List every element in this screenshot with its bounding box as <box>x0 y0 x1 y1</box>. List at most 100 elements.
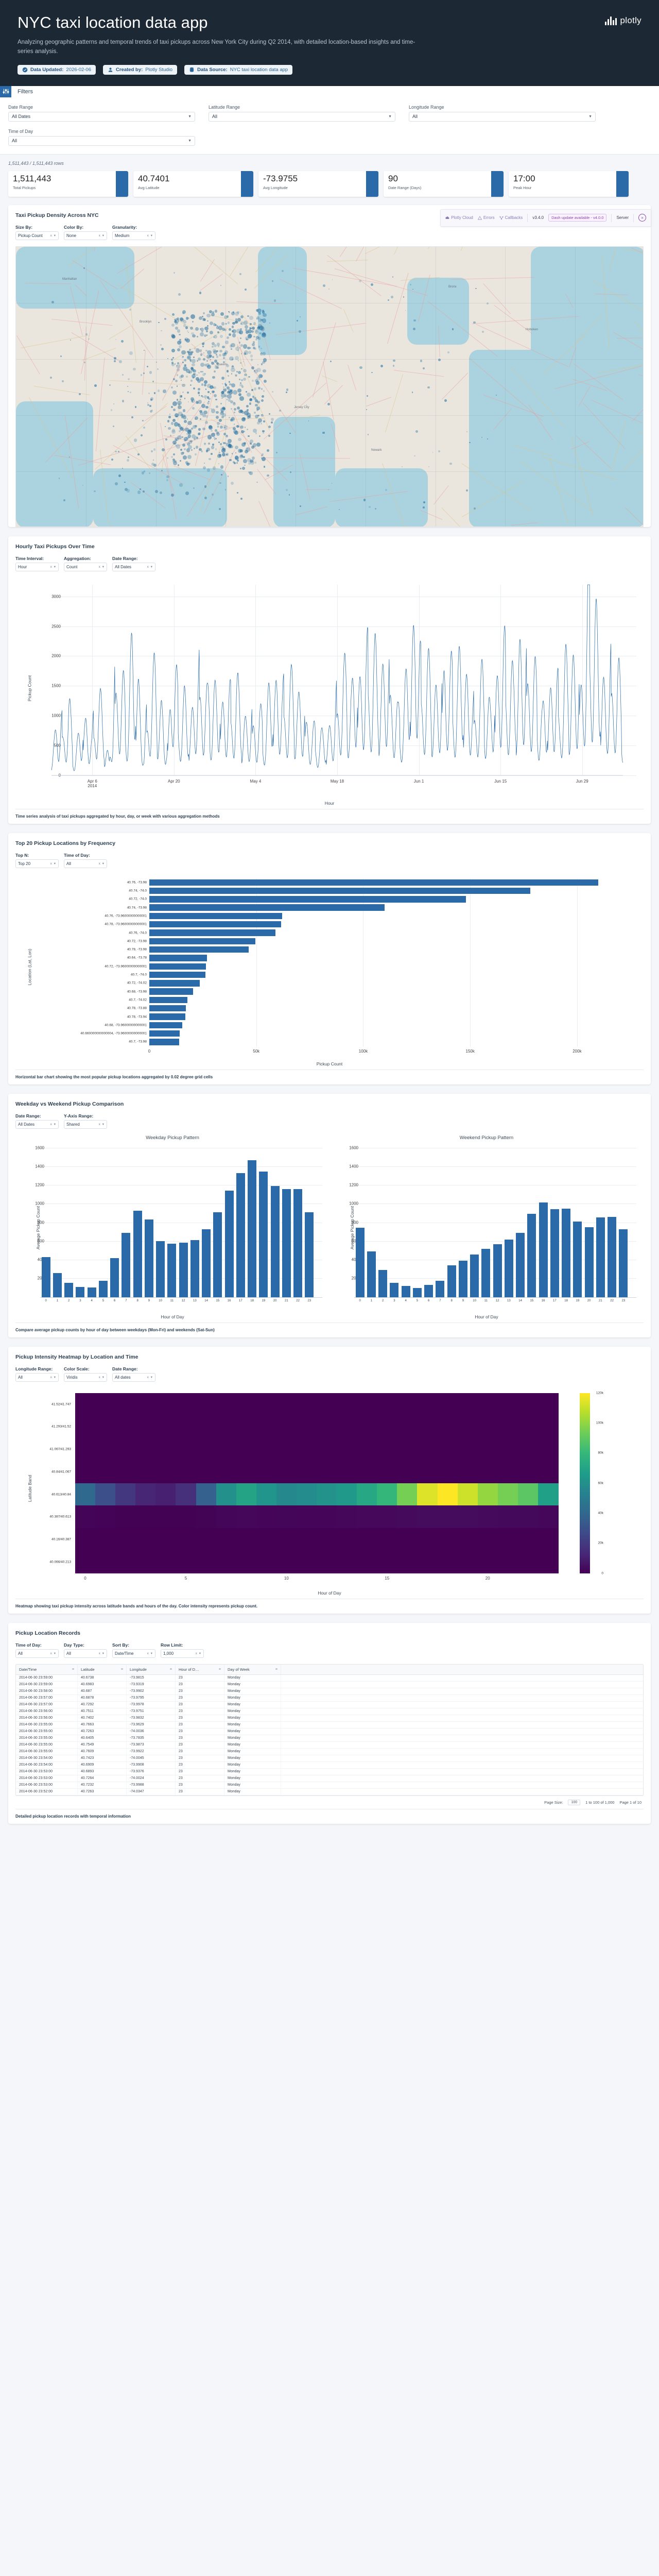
table-row[interactable]: 2014-06-30 23:56:00 40.7511 -73.9751 23 Mond… <box>16 1708 643 1715</box>
time-of-day-dropdown[interactable]: All x ▾ <box>64 859 107 868</box>
map-pickup-point[interactable] <box>186 463 190 466</box>
heatmap-cell[interactable] <box>377 1550 397 1574</box>
map-pickup-point[interactable] <box>188 445 192 449</box>
map-pickup-point[interactable] <box>330 360 332 363</box>
map-pickup-point[interactable] <box>427 386 430 389</box>
x-tick-label[interactable]: 12 <box>495 1299 499 1302</box>
map-pickup-point[interactable] <box>133 438 137 442</box>
column-header-label[interactable]: Hour of D… <box>179 1667 199 1672</box>
column-header-label[interactable]: Longitude <box>130 1667 147 1672</box>
map-pickup-point[interactable] <box>179 483 183 487</box>
x-tick-label[interactable]: 8 <box>450 1299 453 1302</box>
table-cell[interactable]: -73.9908 <box>127 1761 176 1768</box>
map-pickup-point[interactable] <box>249 323 252 326</box>
clear-and-chevron-icon[interactable]: x ▾ <box>98 1376 105 1380</box>
map-pickup-point[interactable] <box>148 393 150 394</box>
heatmap-cell[interactable] <box>75 1393 96 1416</box>
y-tick-label[interactable]: 2000 <box>51 653 61 658</box>
y-tick-label[interactable]: 1400 <box>349 1164 358 1169</box>
map-pickup-point[interactable] <box>172 401 177 406</box>
heatmap-cell[interactable] <box>135 1550 156 1574</box>
y-tick-label[interactable]: 1200 <box>349 1182 358 1188</box>
map-pickup-point[interactable] <box>238 330 243 334</box>
map-pickup-point[interactable] <box>198 316 203 320</box>
map-pickup-point[interactable] <box>223 407 226 410</box>
map-water-0[interactable] <box>16 246 134 309</box>
map-pickup-point[interactable] <box>289 432 291 434</box>
grid-line[interactable] <box>354 1241 636 1242</box>
heatmap-cell[interactable] <box>176 1393 197 1416</box>
map-pickup-point[interactable] <box>246 391 248 393</box>
map-pickup-point[interactable] <box>213 437 216 439</box>
map-pickup-point[interactable] <box>371 371 373 374</box>
map-pickup-point[interactable] <box>205 405 209 409</box>
map-pickup-point[interactable] <box>186 418 188 420</box>
heatmap-cell[interactable] <box>176 1550 197 1574</box>
bar-segment[interactable] <box>149 988 194 995</box>
map-pickup-point[interactable] <box>140 434 143 436</box>
bar-segment[interactable] <box>149 912 282 920</box>
heatmap-cell[interactable] <box>357 1393 377 1416</box>
map-pickup-point[interactable] <box>192 363 195 367</box>
map-pickup-point[interactable] <box>235 375 237 377</box>
map-pickup-point[interactable] <box>438 450 441 453</box>
x-tick-label[interactable]: 6 <box>427 1299 430 1302</box>
map-pickup-point[interactable] <box>190 397 194 401</box>
map-pickup-point[interactable] <box>366 409 368 411</box>
map-pickup-point[interactable] <box>194 447 196 449</box>
map-pickup-point[interactable] <box>209 457 211 461</box>
map-pickup-point[interactable] <box>432 452 433 453</box>
x-tick-label[interactable]: 3 <box>79 1299 81 1302</box>
table-cell[interactable]: Monday <box>224 1721 281 1728</box>
map-pickup-point[interactable] <box>109 384 111 386</box>
x-tick-label[interactable]: 9 <box>462 1299 464 1302</box>
map-pickup-point[interactable] <box>242 361 244 362</box>
map-pickup-point[interactable] <box>244 289 247 291</box>
map-pickup-point[interactable] <box>216 405 219 408</box>
map-pickup-point[interactable] <box>182 310 186 314</box>
map-pickup-point[interactable] <box>182 436 184 438</box>
map-pickup-point[interactable] <box>224 350 228 354</box>
x-tick-label[interactable]: 22 <box>296 1299 300 1302</box>
map-pickup-point[interactable] <box>244 426 246 428</box>
map-pickup-point[interactable] <box>244 373 247 376</box>
map-pickup-point[interactable] <box>239 382 241 384</box>
bar-segment[interactable] <box>236 1173 245 1297</box>
heatmap-cell[interactable] <box>296 1528 317 1551</box>
map-pickup-point[interactable] <box>239 449 243 453</box>
map-pickup-point[interactable] <box>208 397 211 400</box>
heatmap-cell[interactable] <box>357 1528 377 1551</box>
bar-category-label[interactable]: 40.74, -73.98 <box>127 906 147 910</box>
map-pickup-point[interactable] <box>217 331 220 334</box>
map-pickup-point[interactable] <box>299 316 301 317</box>
map-pickup-point[interactable] <box>129 351 133 355</box>
map-pickup-point[interactable] <box>178 293 181 296</box>
grid-line[interactable] <box>354 1166 636 1167</box>
map-pickup-point[interactable] <box>231 312 235 315</box>
map-pickup-point[interactable] <box>481 436 482 438</box>
map-pickup-point[interactable] <box>94 384 97 387</box>
map-pickup-point[interactable] <box>258 435 261 437</box>
map-pickup-point[interactable] <box>212 376 216 379</box>
map-pickup-point[interactable] <box>486 302 489 304</box>
map-pickup-point[interactable] <box>237 370 241 375</box>
bar-segment[interactable] <box>619 1229 628 1297</box>
map-pickup-point[interactable] <box>216 362 219 365</box>
map-pickup-point[interactable] <box>202 370 204 372</box>
heatmap-cell[interactable] <box>155 1393 176 1416</box>
map-pickup-point[interactable] <box>210 429 213 432</box>
map-pickup-point[interactable] <box>187 350 189 353</box>
map-pickup-point[interactable] <box>248 376 250 378</box>
map-pickup-point[interactable] <box>184 359 186 361</box>
map-pickup-point[interactable] <box>174 363 176 365</box>
map-pickup-point[interactable] <box>262 361 265 364</box>
bar-segment[interactable] <box>447 1265 456 1297</box>
longitude-range-select[interactable]: All ▼ <box>409 111 596 122</box>
map-pickup-point[interactable] <box>216 366 219 369</box>
bar-segment[interactable] <box>355 1227 365 1297</box>
heatmap-y-tick-label[interactable]: 40.16/40.387 <box>51 1537 71 1541</box>
map-pickup-point[interactable] <box>180 395 183 398</box>
map-pickup-point[interactable] <box>172 440 177 445</box>
map-pickup-point[interactable] <box>338 509 340 511</box>
map-pickup-point[interactable] <box>250 359 253 361</box>
